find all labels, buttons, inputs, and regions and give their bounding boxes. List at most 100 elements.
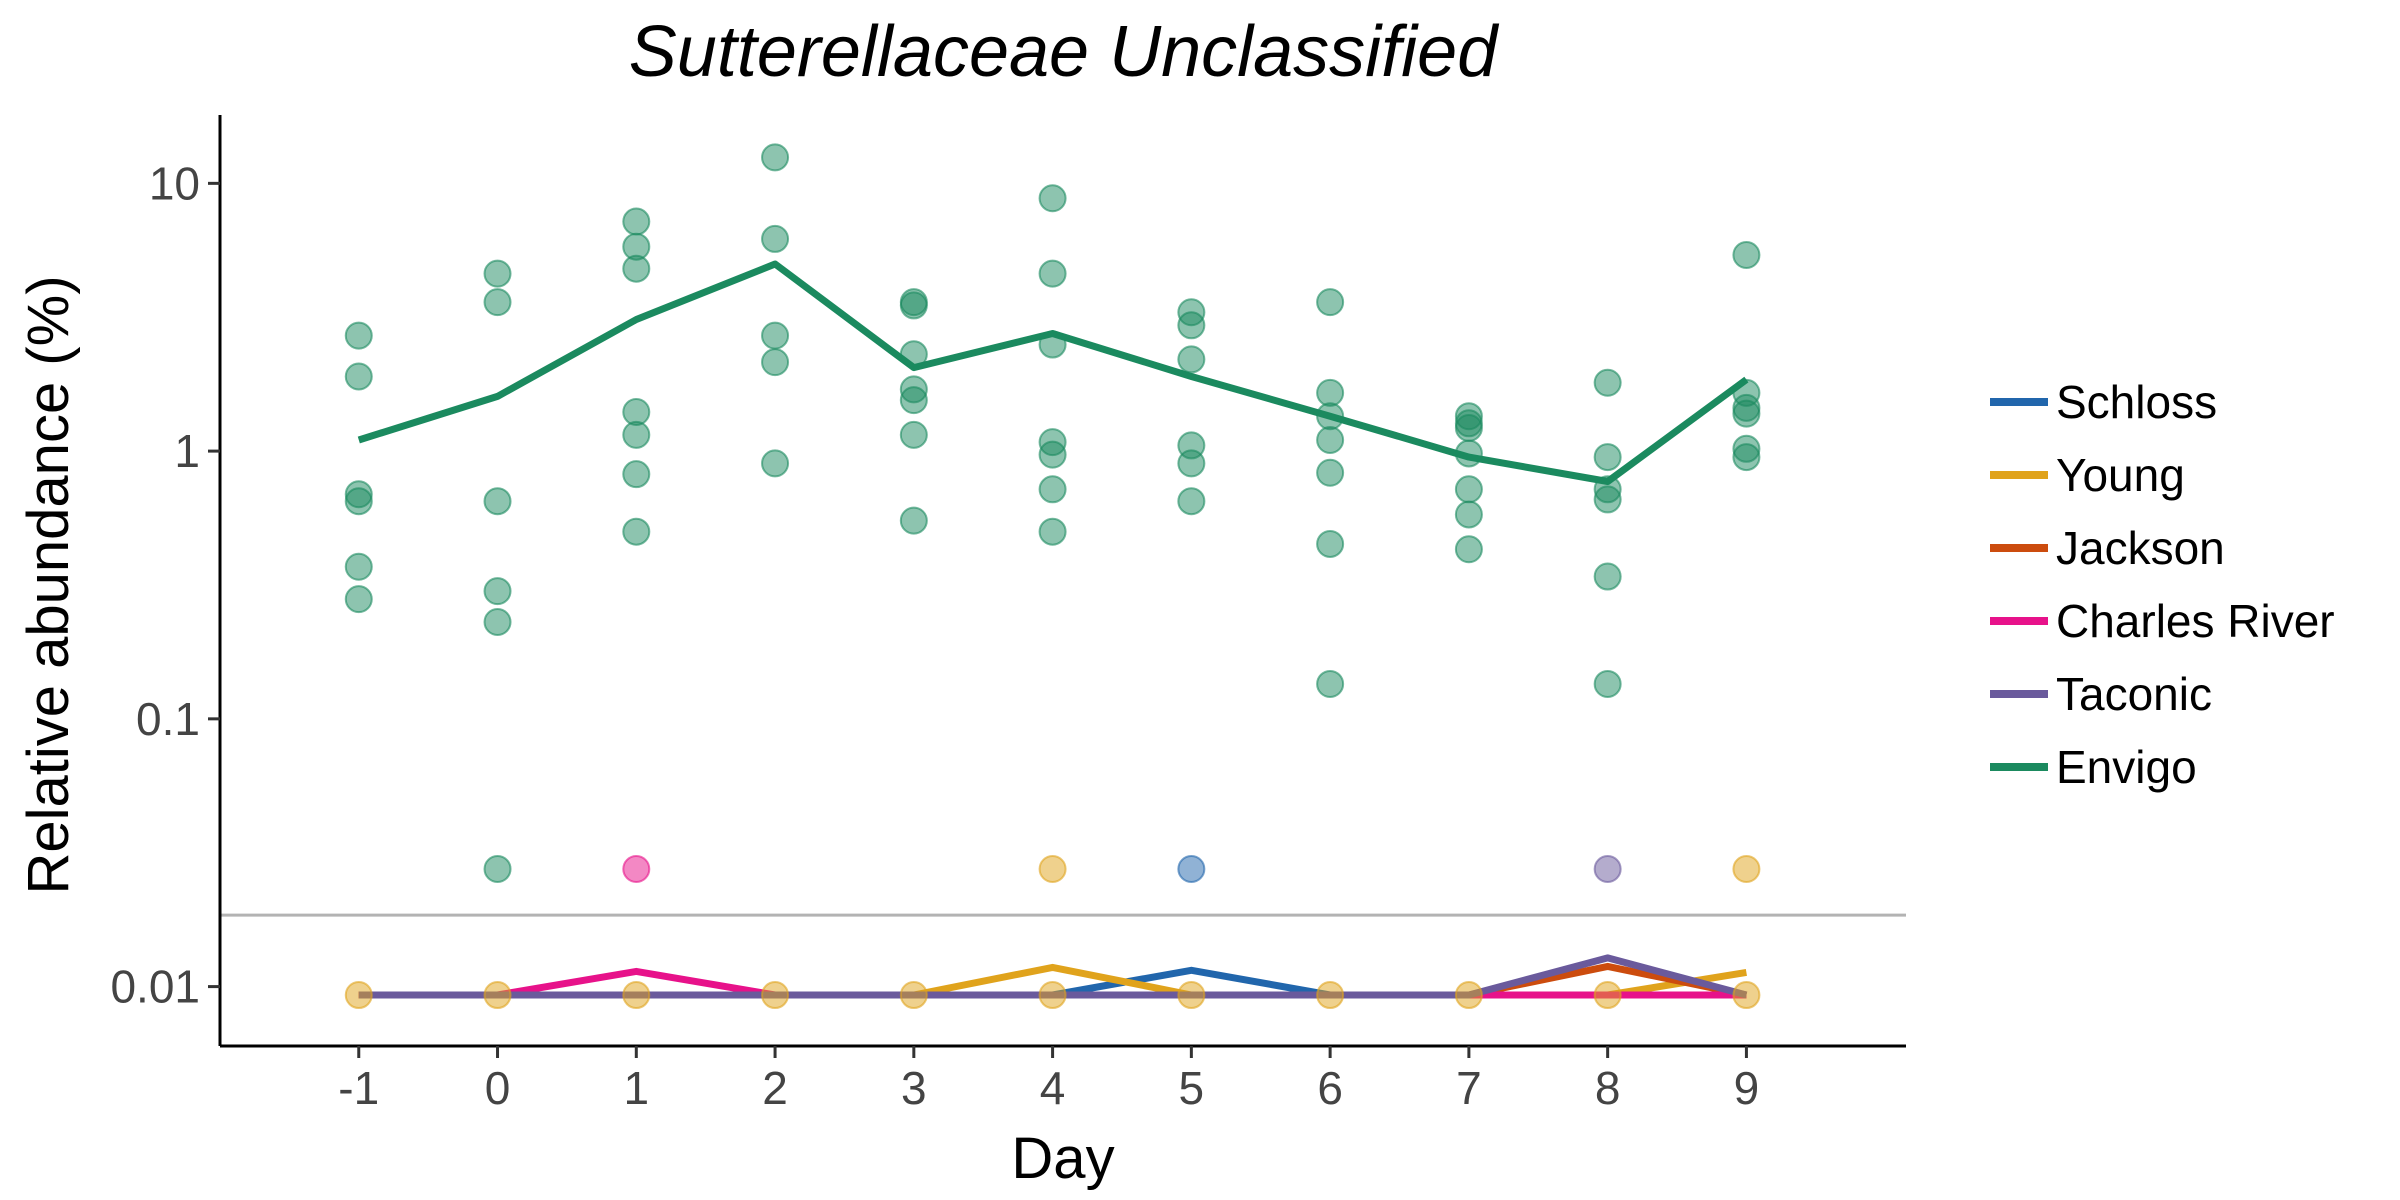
point-envigo <box>761 143 790 172</box>
point-envigo <box>1177 487 1206 516</box>
point-young <box>622 981 651 1010</box>
point-envigo <box>761 449 790 478</box>
point-envigo <box>483 607 512 636</box>
point-young <box>1732 854 1761 883</box>
point-envigo <box>1593 669 1622 698</box>
point-envigo <box>1038 440 1067 469</box>
point-envigo <box>1732 443 1761 472</box>
point-envigo <box>344 585 373 614</box>
point-envigo <box>761 224 790 253</box>
point-envigo <box>1593 443 1622 472</box>
point-envigo <box>1316 402 1345 431</box>
tick-labels: 0.01 0.1 1 10 -1 0 1 2 3 4 5 6 7 8 9 <box>110 157 1759 1114</box>
point-envigo <box>622 254 651 283</box>
point-envigo <box>1316 458 1345 487</box>
point-envigo <box>899 291 928 320</box>
point-envigo <box>1038 259 1067 288</box>
point-young <box>899 981 928 1010</box>
point-envigo <box>761 321 790 350</box>
x-tick-label: 7 <box>1456 1062 1482 1114</box>
axes <box>218 115 1906 1048</box>
point-envigo <box>899 420 928 449</box>
x-tick-label: 4 <box>1040 1062 1066 1114</box>
point-envigo <box>1316 378 1345 407</box>
legend-label-envigo: Envigo <box>2056 741 2197 793</box>
point-envigo <box>899 506 928 535</box>
point-envigo <box>1316 669 1345 698</box>
point-charles-river <box>622 854 651 883</box>
point-young <box>761 981 790 1010</box>
point-envigo <box>344 321 373 350</box>
point-young <box>1177 981 1206 1010</box>
point-young <box>1454 981 1483 1010</box>
x-axis-title: Day <box>1011 1126 1114 1191</box>
legend-label-charles-river: Charles River <box>2056 595 2335 647</box>
point-envigo <box>1593 485 1622 514</box>
point-young <box>1316 981 1345 1010</box>
point-schloss <box>1177 854 1206 883</box>
point-envigo <box>1454 413 1483 442</box>
point-envigo <box>483 259 512 288</box>
point-young <box>483 981 512 1010</box>
x-tick-label: 6 <box>1317 1062 1343 1114</box>
point-envigo <box>483 854 512 883</box>
legend-label-young: Young <box>2056 449 2185 501</box>
point-envigo <box>1732 399 1761 428</box>
point-young <box>1038 854 1067 883</box>
point-envigo <box>1177 311 1206 340</box>
point-envigo <box>1454 500 1483 529</box>
point-envigo <box>622 460 651 489</box>
point-envigo <box>483 577 512 606</box>
point-young <box>344 981 373 1010</box>
point-envigo <box>1454 535 1483 564</box>
point-envigo <box>622 420 651 449</box>
point-envigo <box>344 362 373 391</box>
x-tick-label: 3 <box>901 1062 927 1114</box>
point-envigo <box>1454 439 1483 468</box>
legend-label-schloss: Schloss <box>2056 376 2217 428</box>
legend: Schloss Young Jackson Charles River Taconic E… <box>1990 376 2335 793</box>
legend-label-jackson: Jackson <box>2056 522 2225 574</box>
point-envigo <box>344 552 373 581</box>
y-tick-label: 1 <box>174 425 200 477</box>
point-young <box>1732 981 1761 1010</box>
point-envigo <box>1316 288 1345 317</box>
point-envigo <box>1038 517 1067 546</box>
point-envigo <box>1316 529 1345 558</box>
x-tick-label: 0 <box>485 1062 511 1114</box>
x-tick-label: 1 <box>623 1062 649 1114</box>
x-tick-label: 8 <box>1595 1062 1621 1114</box>
point-envigo <box>344 487 373 516</box>
point-envigo <box>1593 562 1622 591</box>
x-tick-label: 5 <box>1179 1062 1205 1114</box>
point-envigo <box>1454 475 1483 504</box>
chart-title: Sutterellaceae Unclassified <box>629 12 1499 92</box>
x-tick-label: 9 <box>1734 1062 1760 1114</box>
y-tick-label: 0.01 <box>110 961 200 1013</box>
series-lines <box>357 260 1749 999</box>
point-envigo <box>1732 241 1761 270</box>
point-envigo <box>1316 426 1345 455</box>
point-envigo <box>1593 368 1622 397</box>
point-envigo <box>899 386 928 415</box>
series-points <box>344 143 1761 1010</box>
x-tick-label: 2 <box>762 1062 788 1114</box>
point-envigo <box>1177 345 1206 374</box>
point-envigo <box>761 348 790 377</box>
legend-label-taconic: Taconic <box>2056 668 2212 720</box>
point-taconic <box>1593 854 1622 883</box>
y-axis-title: Relative abundance (%) <box>16 275 81 894</box>
point-envigo <box>1177 449 1206 478</box>
point-young <box>1593 981 1622 1010</box>
point-envigo <box>483 288 512 317</box>
point-envigo <box>622 207 651 236</box>
point-envigo <box>899 340 928 369</box>
point-young <box>1038 981 1067 1010</box>
point-envigo <box>622 517 651 546</box>
point-envigo <box>1038 330 1067 359</box>
point-envigo <box>483 487 512 516</box>
point-envigo <box>1038 184 1067 213</box>
y-tick-label: 0.1 <box>136 693 200 745</box>
y-tick-label: 10 <box>149 157 200 209</box>
